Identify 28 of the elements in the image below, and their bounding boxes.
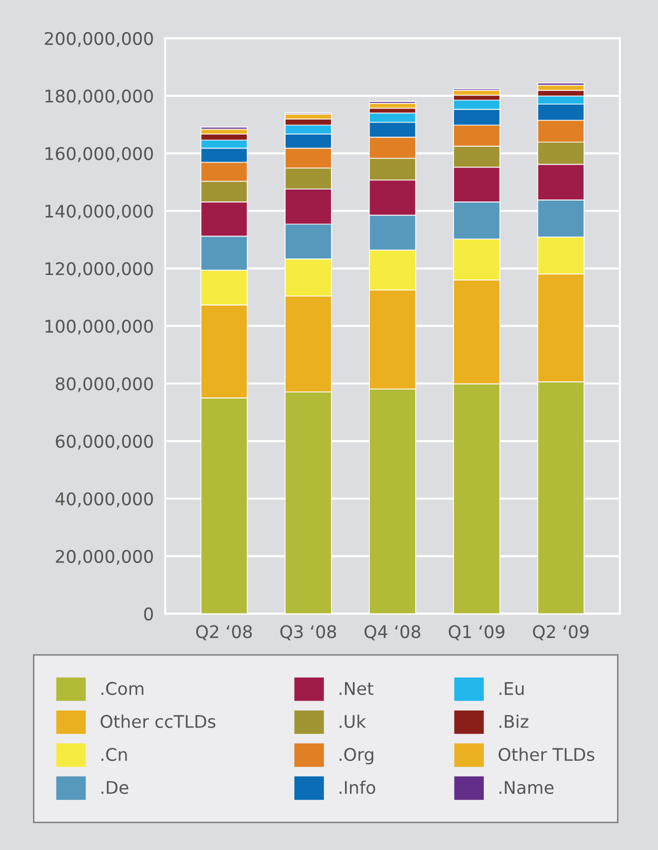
legend-label: Other ccTLDs [100, 714, 216, 728]
y-tick-label: 140,000,000 [46, 204, 153, 220]
y-tick-label: 120,000,000 [46, 262, 153, 278]
y-tick-label: 40,000,000 [55, 492, 153, 508]
y-tick-label: 200,000,000 [44, 32, 153, 47]
legend-label: .Biz [500, 714, 528, 728]
y-tick-label: 20,000,000 [56, 550, 153, 565]
y-tick-label: 0 [144, 607, 153, 621]
y-tick-label: 160,000,000 [46, 147, 153, 162]
x-tick-label: Q2 ‘09 [532, 625, 589, 640]
y-tick-label: 80,000,000 [56, 377, 153, 392]
x-tick-label: Q2 ‘08 [196, 625, 252, 640]
legend-label: .De [102, 781, 128, 794]
y-tick-label: 180,000,000 [46, 90, 153, 104]
legend-label: .Eu [500, 682, 524, 696]
legend-label: .Org [340, 748, 374, 764]
legend-label: .Name [500, 781, 554, 794]
legend-label: .Com [102, 682, 144, 696]
legend-label: .Cn [102, 748, 127, 762]
y-tick-label: 60,000,000 [56, 434, 153, 450]
legend-label: .Uk [340, 714, 366, 728]
x-tick-label: Q4 ‘08 [364, 625, 420, 640]
x-tick-label: Q3 ‘08 [280, 625, 336, 640]
x-tick-label: Q1 ‘09 [448, 625, 504, 640]
legend-label: .Info [340, 780, 376, 794]
y-tick-label: 100,000,000 [46, 320, 153, 335]
legend-label: .Net [340, 682, 374, 696]
legend-label: Other TLDs [498, 748, 594, 762]
